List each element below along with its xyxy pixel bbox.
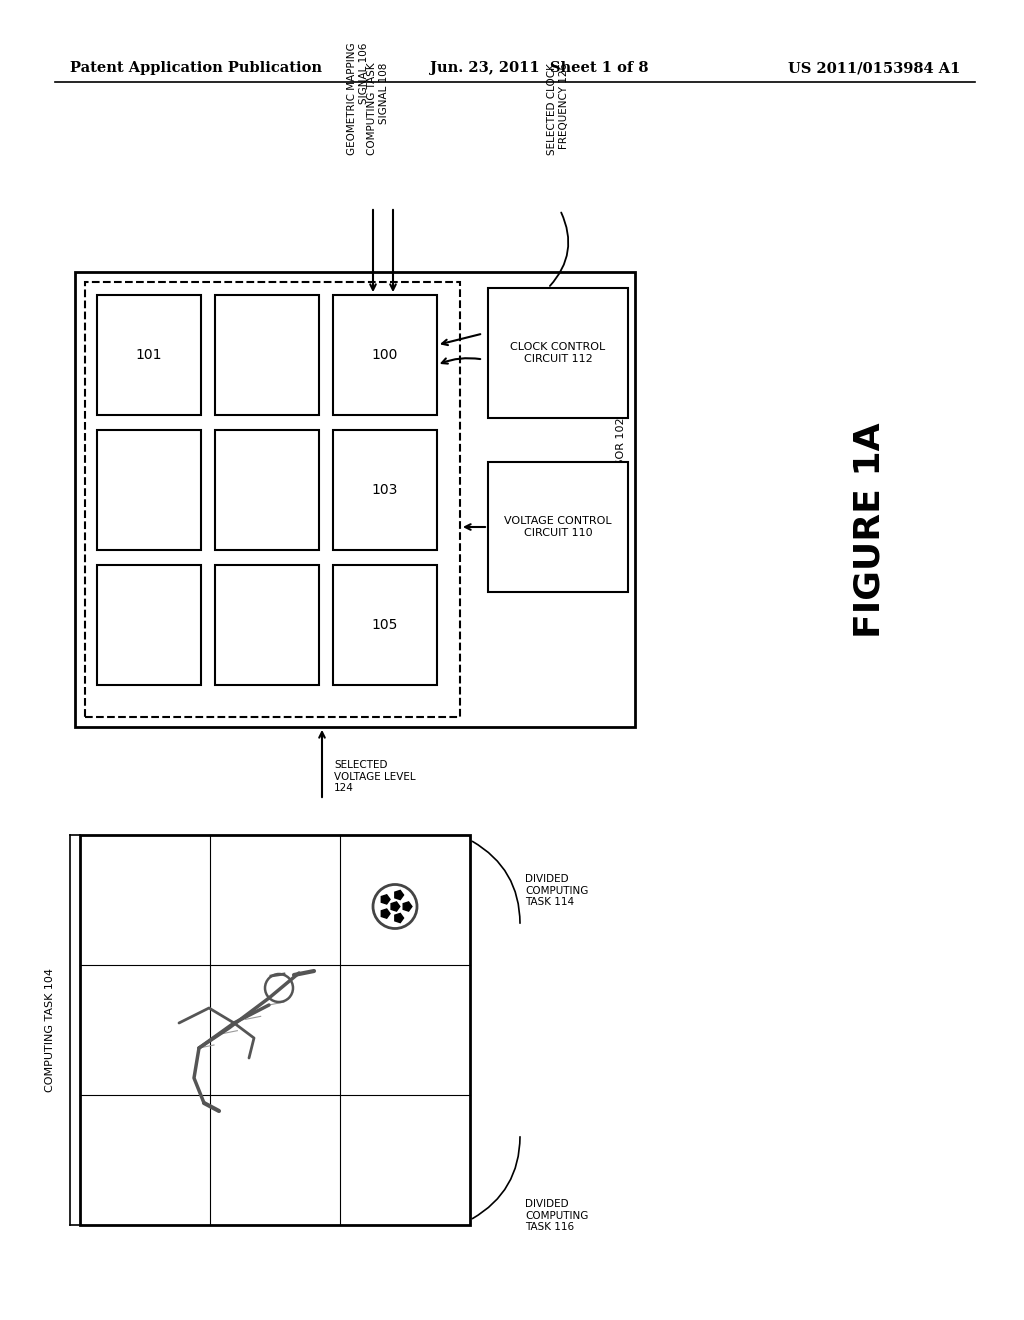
Bar [333, 294, 437, 414]
Text: MULTI-CORE PROCESSOR 102: MULTI-CORE PROCESSOR 102 [616, 417, 626, 582]
Text: COMPUTING TASK
SIGNAL 108: COMPUTING TASK SIGNAL 108 [368, 62, 389, 154]
Bar [215, 565, 319, 685]
Bar [97, 294, 201, 414]
Text: 105: 105 [372, 618, 398, 632]
Polygon shape [403, 902, 412, 911]
Polygon shape [391, 902, 399, 911]
Text: COMPUTING TASK 104: COMPUTING TASK 104 [45, 968, 55, 1092]
Text: VOLTAGE CONTROL
CIRCUIT 110: VOLTAGE CONTROL CIRCUIT 110 [504, 516, 611, 537]
Bar [215, 294, 319, 414]
Polygon shape [381, 909, 390, 919]
Text: SELECTED CLOCK
FREQUENCY 126: SELECTED CLOCK FREQUENCY 126 [548, 63, 569, 154]
Bar [97, 565, 201, 685]
Bar [80, 836, 470, 1225]
Text: GEOMETRIC MAPPING
SIGNAL 106: GEOMETRIC MAPPING SIGNAL 106 [347, 42, 369, 154]
Polygon shape [395, 913, 403, 923]
Text: Patent Application Publication: Patent Application Publication [70, 61, 322, 75]
Bar [488, 288, 628, 418]
Polygon shape [395, 891, 403, 900]
Text: 103: 103 [372, 483, 398, 498]
Text: Jun. 23, 2011  Sheet 1 of 8: Jun. 23, 2011 Sheet 1 of 8 [430, 61, 648, 75]
Text: FIGURE 1A: FIGURE 1A [853, 422, 887, 638]
Polygon shape [381, 895, 390, 904]
Bar [215, 430, 319, 550]
Bar [75, 272, 635, 727]
Bar [85, 282, 460, 717]
Bar [333, 565, 437, 685]
Bar [97, 430, 201, 550]
Text: CLOCK CONTROL
CIRCUIT 112: CLOCK CONTROL CIRCUIT 112 [510, 342, 605, 364]
Bar [488, 462, 628, 591]
Text: DIVIDED
COMPUTING
TASK 114: DIVIDED COMPUTING TASK 114 [525, 874, 589, 907]
Text: US 2011/0153984 A1: US 2011/0153984 A1 [787, 61, 961, 75]
Bar [333, 430, 437, 550]
Text: 101: 101 [136, 348, 162, 362]
Text: DIVIDED
COMPUTING
TASK 116: DIVIDED COMPUTING TASK 116 [525, 1199, 589, 1232]
Text: SELECTED
VOLTAGE LEVEL
124: SELECTED VOLTAGE LEVEL 124 [334, 760, 416, 793]
Text: 100: 100 [372, 348, 398, 362]
